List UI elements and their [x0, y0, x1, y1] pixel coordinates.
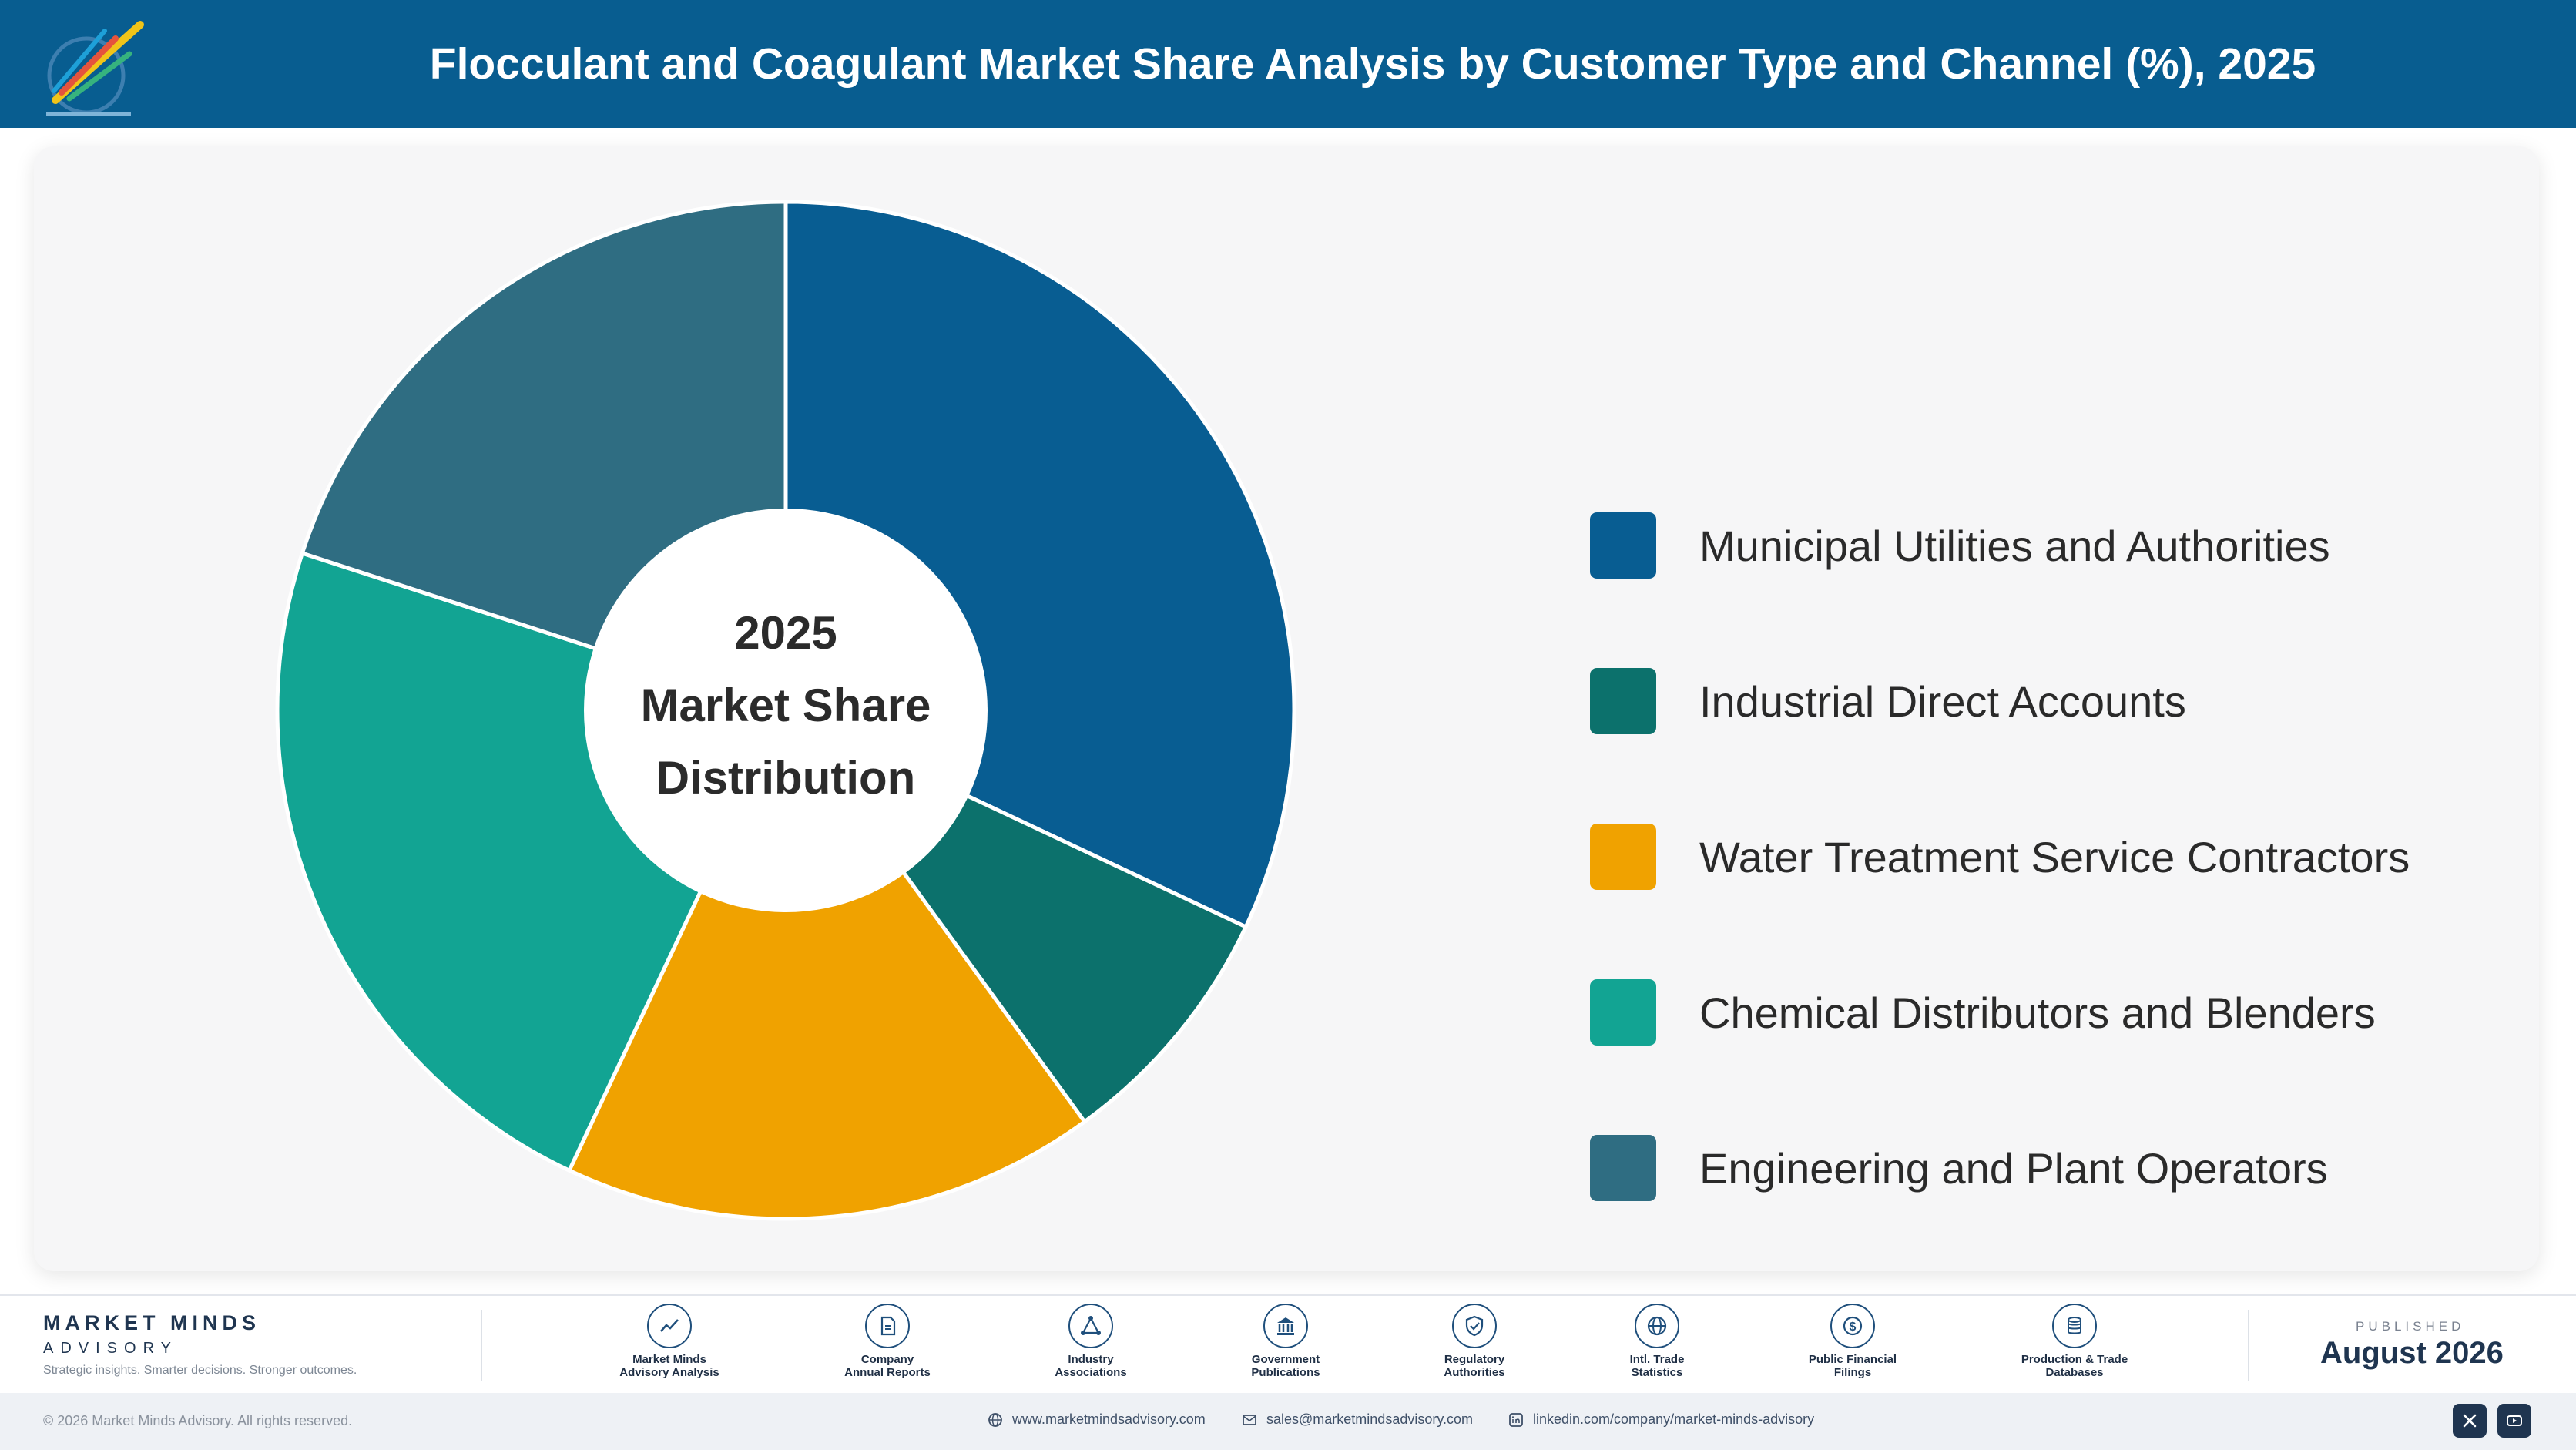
- legend-swatch: [1590, 1135, 1656, 1201]
- legend-label: Municipal Utilities and Authorities: [1699, 521, 2330, 570]
- network-icon: [1068, 1304, 1113, 1348]
- source-label: Intl. Trade Statistics: [1629, 1353, 1685, 1379]
- brand-subtitle: ADVISORY: [43, 1340, 178, 1357]
- source-public-financial-filings[interactable]: $ Public Financial Filings: [1776, 1304, 1930, 1379]
- legend-swatch: [1590, 668, 1656, 734]
- header-bar: Flocculant and Coagulant Market Share An…: [0, 0, 2576, 128]
- source-label: Market Minds Advisory Analysis: [619, 1353, 719, 1379]
- document-icon: [865, 1304, 910, 1348]
- legend-item-contractors[interactable]: Water Treatment Service Contractors: [1590, 824, 2410, 890]
- published-date: August 2026: [2320, 1336, 2504, 1370]
- government-building-icon: [1263, 1304, 1308, 1348]
- copyright-text: © 2026 Market Minds Advisory. All rights…: [43, 1413, 353, 1428]
- legend-label: Chemical Distributors and Blenders: [1699, 988, 2376, 1037]
- center-label-line2: Market Share: [641, 680, 931, 731]
- footer-divider: [481, 1310, 482, 1381]
- source-intl-trade-statistics[interactable]: Intl. Trade Statistics: [1580, 1304, 1734, 1379]
- legend-item-municipal[interactable]: Municipal Utilities and Authorities: [1590, 512, 2330, 579]
- published-label: PUBLISHED: [2356, 1319, 2465, 1334]
- source-company-reports[interactable]: Company Annual Reports: [810, 1304, 964, 1379]
- email-link[interactable]: sales@marketmindsadvisory.com: [1242, 1411, 1473, 1428]
- svg-text:$: $: [1850, 1321, 1857, 1334]
- center-label-year: 2025: [734, 607, 837, 659]
- x-icon[interactable]: [2453, 1404, 2487, 1438]
- source-industry-associations[interactable]: Industry Associations: [1014, 1304, 1168, 1379]
- legend-item-engineering[interactable]: Engineering and Plant Operators: [1590, 1135, 2328, 1201]
- legend-item-industrial[interactable]: Industrial Direct Accounts: [1590, 668, 2186, 734]
- linkedin-text: linkedin.com/company/market-minds-adviso…: [1533, 1411, 1815, 1427]
- dollar-coin-icon: $: [1830, 1304, 1875, 1348]
- source-label: Production & Trade Databases: [2021, 1353, 2128, 1379]
- chart-panel: 2025 Market Share Distribution Municipal…: [34, 146, 2539, 1271]
- source-production-trade-databases[interactable]: Production & Trade Databases: [1997, 1304, 2152, 1379]
- youtube-icon[interactable]: [2497, 1404, 2531, 1438]
- donut-hole: [584, 509, 988, 912]
- legend-item-distributors[interactable]: Chemical Distributors and Blenders: [1590, 979, 2376, 1046]
- center-label-line3: Distribution: [656, 752, 916, 804]
- source-market-minds-analysis[interactable]: Market Minds Advisory Analysis: [592, 1304, 746, 1379]
- source-label: Company Annual Reports: [844, 1353, 931, 1379]
- legend-swatch: [1590, 824, 1656, 890]
- linkedin-icon: [1509, 1412, 1523, 1427]
- legend-label: Water Treatment Service Contractors: [1699, 832, 2410, 881]
- globe-icon: [988, 1412, 1002, 1427]
- legend-swatch: [1590, 979, 1656, 1046]
- page-title: Flocculant and Coagulant Market Share An…: [429, 39, 2316, 89]
- source-government-publications[interactable]: Government Publications: [1209, 1304, 1363, 1379]
- website-link[interactable]: www.marketmindsadvisory.com: [988, 1411, 1206, 1428]
- pie-slice-water-treatment-service-contractors[interactable]: [567, 708, 1087, 1221]
- shield-check-icon: [1452, 1304, 1497, 1348]
- brand-tagline: Strategic insights. Smarter decisions. S…: [43, 1364, 357, 1377]
- legend-swatch: [1590, 512, 1656, 579]
- donut-chart: 2025 Market Share Distribution: [275, 200, 1296, 1221]
- bottom-bar: © 2026 Market Minds Advisory. All rights…: [0, 1393, 2576, 1450]
- footer-divider: [2248, 1310, 2249, 1381]
- website-text: www.marketmindsadvisory.com: [1012, 1411, 1206, 1427]
- linkedin-link[interactable]: linkedin.com/company/market-minds-adviso…: [1508, 1411, 1814, 1428]
- source-label: Industry Associations: [1055, 1353, 1127, 1379]
- source-regulatory-authorities[interactable]: Regulatory Authorities: [1397, 1304, 1551, 1379]
- brand-name: MARKET MINDS: [43, 1311, 260, 1334]
- legend-label: Industrial Direct Accounts: [1699, 676, 2186, 726]
- source-label: Government Publications: [1251, 1353, 1320, 1379]
- email-text: sales@marketmindsadvisory.com: [1266, 1411, 1474, 1427]
- mail-icon: [1243, 1414, 1256, 1425]
- market-minds-logo-icon: [46, 21, 144, 116]
- legend-label: Engineering and Plant Operators: [1699, 1143, 2328, 1193]
- trend-line-icon: [647, 1304, 692, 1348]
- source-label: Regulatory Authorities: [1444, 1353, 1505, 1379]
- database-icon: [2052, 1304, 2097, 1348]
- globe-icon: [1635, 1304, 1679, 1348]
- source-label: Public Financial Filings: [1808, 1353, 1897, 1379]
